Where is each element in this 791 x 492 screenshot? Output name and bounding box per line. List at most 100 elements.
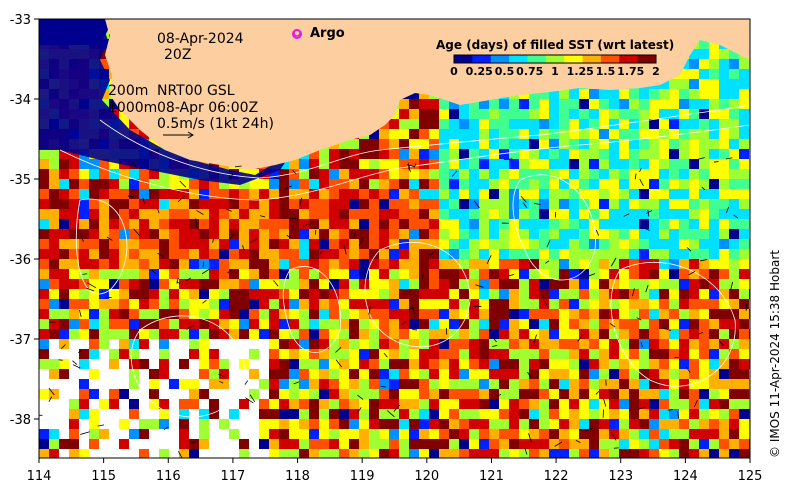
sst-age-cell xyxy=(339,179,349,189)
sst-age-cell xyxy=(579,129,589,139)
sst-age-cell xyxy=(639,349,649,359)
sst-age-cell xyxy=(169,299,179,309)
sst-age-cell xyxy=(99,409,109,419)
sst-age-cell xyxy=(509,219,519,229)
sst-age-cell xyxy=(49,179,59,189)
sst-age-cell xyxy=(429,339,439,349)
sst-age-cell xyxy=(159,359,169,369)
sst-age-cell xyxy=(469,429,479,439)
sst-age-cell xyxy=(499,229,509,239)
sst-age-cell xyxy=(589,119,599,129)
sst-age-cell xyxy=(289,219,299,229)
sst-age-cell xyxy=(569,219,579,229)
sst-age-cell xyxy=(619,89,629,99)
sst-age-cell xyxy=(349,389,359,399)
sst-age-cell xyxy=(629,259,639,269)
sst-age-cell xyxy=(499,439,509,449)
sst-age-cell xyxy=(239,399,249,409)
sst-age-cell xyxy=(579,249,589,259)
sst-age-cell xyxy=(699,279,709,289)
sst-age-cell xyxy=(689,89,699,99)
sst-age-cell xyxy=(719,239,729,249)
sst-age-cell xyxy=(369,179,379,189)
sst-age-cell xyxy=(239,339,249,349)
sst-age-cell xyxy=(499,259,509,269)
sst-age-cell xyxy=(179,379,189,389)
current-vector xyxy=(473,200,480,209)
sst-age-cell xyxy=(99,199,109,209)
sst-age-cell xyxy=(619,389,629,399)
sst-age-cell xyxy=(529,449,539,458)
sst-age-cell xyxy=(429,279,439,289)
sst-age-cell xyxy=(379,449,389,458)
sst-age-cell xyxy=(139,389,149,399)
sst-age-cell xyxy=(479,169,489,179)
sst-age-cell xyxy=(149,209,159,219)
sst-age-cell xyxy=(259,259,269,269)
sst-age-cell xyxy=(609,349,619,359)
sst-age-cell xyxy=(379,269,389,279)
sst-age-cell xyxy=(449,419,459,429)
sst-age-cell xyxy=(199,319,209,329)
sst-age-cell xyxy=(319,149,329,159)
sst-age-cell xyxy=(659,379,669,389)
sst-age-cell xyxy=(579,149,589,159)
sst-age-cell xyxy=(199,449,209,458)
sst-age-cell xyxy=(89,329,99,339)
sst-age-cell xyxy=(739,189,749,199)
sst-age-cell xyxy=(339,259,349,269)
sst-age-cell xyxy=(579,109,589,119)
sst-age-cell xyxy=(179,349,189,359)
sst-age-cell xyxy=(629,399,639,409)
sst-age-cell xyxy=(679,189,689,199)
sst-age-cell xyxy=(309,179,319,189)
sst-age-cell xyxy=(659,449,669,458)
sst-age-cell xyxy=(629,379,639,389)
sst-age-cell xyxy=(349,369,359,379)
sst-age-cell xyxy=(289,229,299,239)
sst-age-cell xyxy=(519,129,529,139)
current-vector xyxy=(242,245,245,251)
sst-age-cell xyxy=(539,399,549,409)
sst-age-cell xyxy=(249,259,259,269)
sst-age-cell xyxy=(449,229,459,239)
sst-age-cell xyxy=(409,169,419,179)
sst-age-cell xyxy=(309,399,319,409)
sst-age-cell xyxy=(639,409,649,419)
current-vector xyxy=(585,427,593,431)
sst-age-cell xyxy=(529,99,539,109)
sst-age-cell xyxy=(509,339,519,349)
sst-age-cell xyxy=(159,299,169,309)
sst-age-cell xyxy=(189,419,199,429)
sst-age-cell xyxy=(549,139,559,149)
sst-age-cell xyxy=(39,419,49,429)
sst-age-cell xyxy=(319,409,329,419)
sst-age-cell xyxy=(619,129,629,139)
sst-age-cell xyxy=(529,179,539,189)
sst-age-cell xyxy=(159,239,169,249)
sst-age-cell xyxy=(409,259,419,269)
sst-age-cell xyxy=(129,229,139,239)
sst-age-cell xyxy=(469,449,479,458)
sst-age-cell xyxy=(259,249,269,259)
sst-age-cell xyxy=(449,409,459,419)
sst-age-cell xyxy=(589,439,599,449)
sst-age-cell xyxy=(699,109,709,119)
sst-age-cell xyxy=(369,289,379,299)
sst-age-cell xyxy=(309,199,319,209)
sst-age-cell xyxy=(469,329,479,339)
sst-age-cell xyxy=(709,369,719,379)
current-vector xyxy=(133,228,140,236)
sst-age-cell xyxy=(49,329,59,339)
sst-age-cell xyxy=(49,269,59,279)
sst-age-cell xyxy=(699,59,709,69)
sst-age-cell xyxy=(299,279,309,289)
sst-age-cell xyxy=(209,329,219,339)
sst-age-cell xyxy=(519,159,529,169)
sst-age-cell xyxy=(739,439,749,449)
x-tick-label: 119 xyxy=(350,469,375,484)
sst-age-cell xyxy=(429,229,439,239)
current-vector xyxy=(82,273,88,275)
sst-age-cell xyxy=(359,439,369,449)
sst-age-cell xyxy=(249,209,259,219)
